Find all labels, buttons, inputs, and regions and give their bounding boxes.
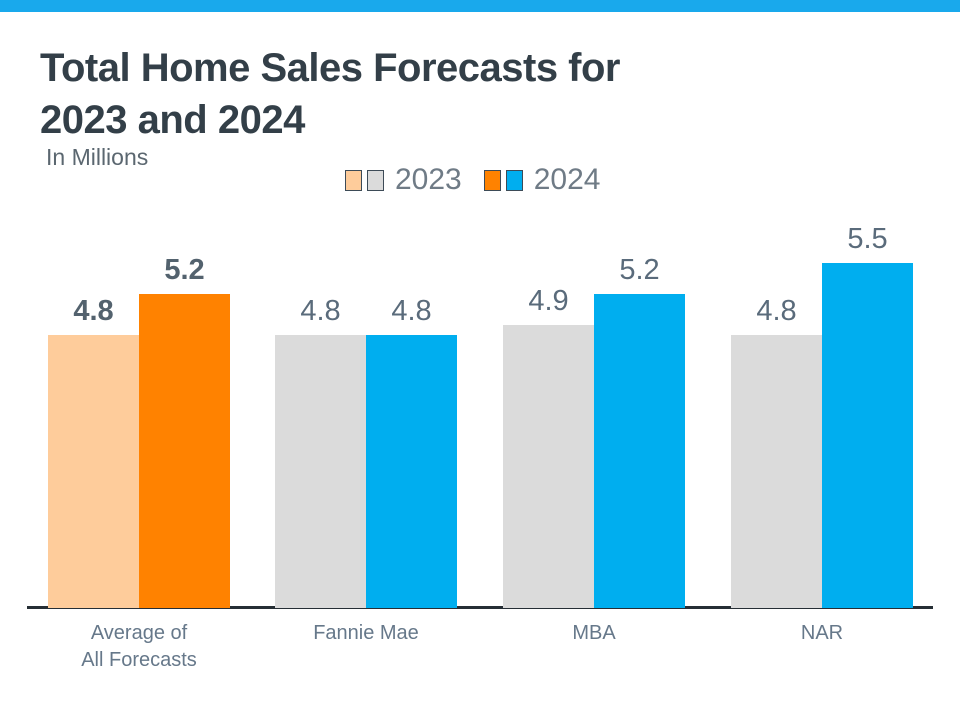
category-label-mba: MBA (572, 622, 616, 644)
category-label-nar: NAR (800, 622, 844, 644)
bar-2023-nar (731, 335, 822, 608)
value-label-2023-3: 4.8 (756, 295, 797, 327)
category-label-average-of-all-forecasts: Average of All Forecasts (81, 622, 197, 671)
x-axis-line (27, 606, 933, 609)
bar-2023-fannie-mae (275, 335, 366, 608)
value-label-2024-2: 5.2 (619, 254, 660, 286)
legend-label-2024: 2024 (533, 163, 601, 196)
legend-swatch-2024-0 (483, 169, 501, 191)
bar-2024-average-of-all-forecasts (139, 294, 230, 608)
value-label-2023-2: 4.9 (528, 285, 569, 317)
legend-item-2023: 2023 (345, 165, 462, 195)
legend-label-2023: 2023 (395, 163, 462, 196)
category-label-fannie-mae: Fannie Mae (313, 622, 419, 644)
bar-2024-fannie-mae (366, 335, 457, 608)
bar-2024-mba (594, 294, 685, 608)
legend-swatch-2023-1 (367, 169, 384, 191)
bar-2024-nar (822, 263, 913, 608)
legend-item-2024: 2024 (483, 163, 601, 196)
chart-title-line-1: Total Home Sales Forecasts for (40, 46, 621, 90)
value-label-2023-1: 4.8 (300, 295, 341, 327)
bar-2023-mba (503, 325, 594, 608)
legend: 2023 2024 (345, 165, 601, 195)
value-label-2024-0: 5.2 (164, 254, 205, 286)
value-label-2024-3: 5.5 (847, 223, 888, 255)
chart-subtitle: In Millions (46, 144, 149, 170)
legend-swatch-2024-1 (505, 169, 523, 191)
chart-title: Total Home Sales Forecasts for 2023 and 2… (40, 42, 621, 146)
legend-swatch-2023-0 (345, 169, 362, 191)
value-label-2023-0: 4.8 (73, 295, 114, 327)
value-label-2024-1: 4.8 (391, 295, 432, 327)
top-accent-bar (0, 0, 960, 12)
chart-title-line-2: 2023 and 2024 (40, 98, 305, 142)
bar-2023-average-of-all-forecasts (48, 335, 139, 608)
